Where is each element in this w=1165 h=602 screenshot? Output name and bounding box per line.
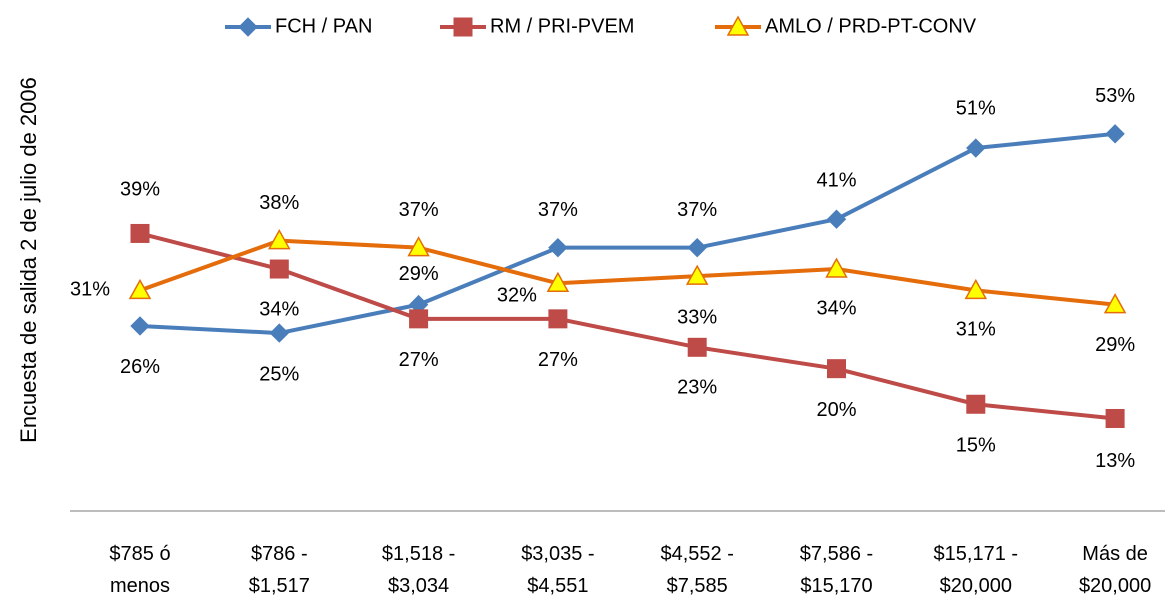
data-label: 15% [956, 435, 996, 457]
data-label: 41% [816, 169, 856, 191]
data-label: 32% [497, 285, 537, 307]
legend-marker [453, 17, 473, 37]
data-label: 20% [816, 399, 856, 421]
data-label: 37% [538, 199, 578, 221]
point-marker [687, 337, 707, 357]
point-marker [966, 394, 986, 414]
point-marker [964, 278, 988, 300]
x-tick-label: $3,035 - $4,551 [521, 543, 595, 597]
point-marker [269, 259, 289, 279]
data-label: 38% [259, 192, 299, 214]
point-marker [1105, 124, 1125, 144]
data-label: 29% [1095, 334, 1135, 356]
x-tick-label: $786 - $1,517 [248, 543, 310, 597]
point-marker [685, 264, 709, 285]
point-marker [409, 309, 429, 329]
data-label: 37% [399, 199, 439, 221]
point-marker [548, 237, 568, 258]
point-marker [827, 359, 846, 379]
data-label: 27% [399, 349, 439, 371]
point-marker [269, 323, 290, 343]
data-label: 34% [259, 298, 299, 320]
point-marker [966, 138, 986, 158]
data-label: 53% [1095, 85, 1135, 107]
data-label: 31% [956, 319, 996, 341]
data-label: 34% [816, 297, 856, 319]
point-marker [825, 257, 848, 278]
legend-marker [238, 17, 258, 37]
x-tick-label: $4,552 - $7,585 [660, 543, 734, 597]
data-label: 13% [1095, 450, 1135, 472]
data-label: 37% [677, 199, 717, 221]
point-marker [128, 278, 152, 300]
point-marker [548, 309, 568, 329]
series-line [139, 231, 1116, 421]
data-label: 25% [259, 363, 299, 385]
series-line [139, 238, 1116, 307]
x-tick-label: $15,171 - $20,000 [933, 543, 1019, 597]
point-marker [407, 236, 430, 257]
legend-label: RM / PRI-PVEM [490, 15, 634, 37]
legend-label: AMLO / PRD-PT-CONV [765, 15, 977, 37]
point-marker [546, 271, 570, 293]
y-axis-label: Encuesta de salida 2 de julio de 2006 [16, 77, 41, 443]
point-marker [1105, 408, 1125, 428]
data-label: 29% [399, 263, 439, 285]
point-marker [687, 237, 707, 258]
point-marker [1103, 293, 1127, 314]
data-label: 33% [677, 306, 717, 328]
data-label: 31% [70, 279, 110, 301]
point-marker [268, 229, 291, 250]
point-marker [130, 316, 150, 336]
x-tick-label: Más de $20,000 [1078, 543, 1152, 597]
data-label: 23% [677, 377, 717, 399]
series-line [139, 131, 1116, 336]
legend-label: FCH / PAN [275, 15, 372, 37]
legend-marker [726, 15, 750, 36]
point-marker [130, 223, 150, 243]
data-label: 27% [538, 349, 578, 371]
data-label: 51% [956, 97, 996, 119]
data-label: 26% [120, 356, 160, 378]
data-label: 39% [120, 179, 160, 201]
point-marker [826, 209, 847, 229]
x-tick-label: $785 ó menos [109, 543, 171, 597]
x-tick-label: $7,586 - $15,170 [799, 543, 874, 597]
x-tick-label: $1,518 - $3,034 [381, 543, 456, 597]
